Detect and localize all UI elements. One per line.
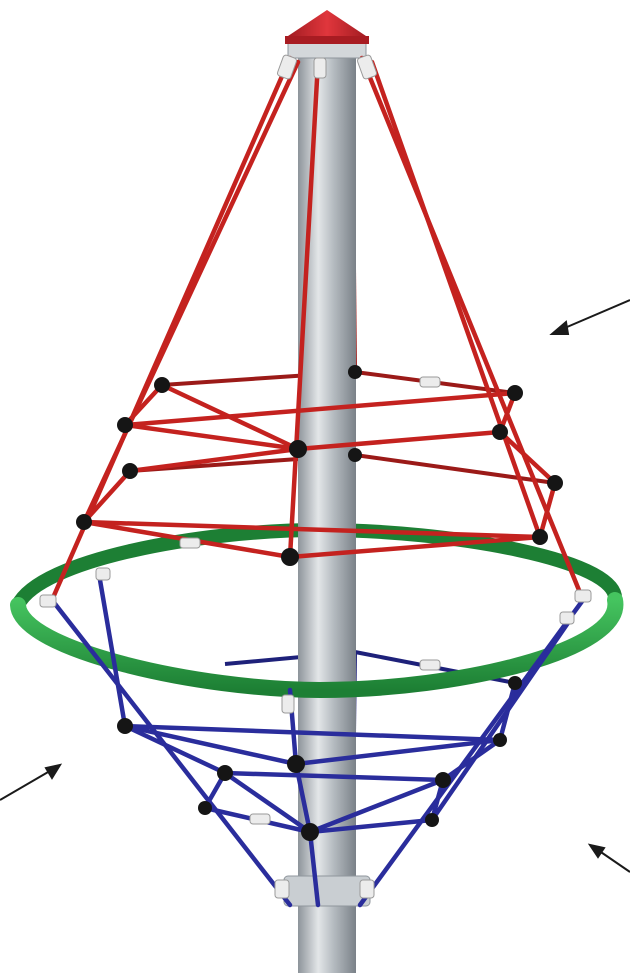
rope-connectors [76, 365, 563, 841]
arrow-lower-right [587, 843, 630, 873]
lower-rope-net [49, 577, 586, 908]
arrow-upper-right [549, 299, 630, 335]
ring-front [10, 592, 624, 699]
central-pole [283, 41, 371, 973]
upper-rope-net [49, 55, 586, 603]
arrow-lower-left [0, 763, 63, 801]
pole-cap [285, 10, 369, 44]
rope-sleeves [39, 54, 592, 899]
